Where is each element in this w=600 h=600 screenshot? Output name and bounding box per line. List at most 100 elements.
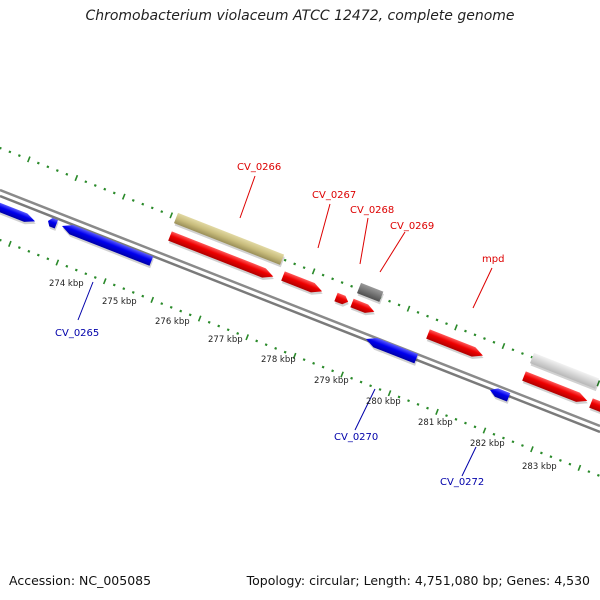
minor-tick [350,376,354,380]
gene-label-cv0265: CV_0265 [55,328,99,339]
cv0270-leader [354,388,376,431]
minor-tick [539,451,543,455]
minor-tick [596,473,600,477]
minor-tick [160,210,164,214]
minor-tick [112,283,116,287]
major-tick [577,464,582,471]
gene-right-1 [522,371,588,405]
minor-tick [321,273,325,277]
minor-tick [511,348,515,352]
minor-tick [388,299,391,303]
major-tick [454,324,458,331]
accession-text: Accession: NC_005085 [9,573,152,588]
minor-tick [65,264,69,268]
map-title: Chromobacterium violaceum ATCC 12472, co… [85,8,515,24]
minor-tick [112,191,116,195]
major-tick [311,268,316,275]
minor-tick [0,238,2,242]
major-tick [245,334,250,341]
major-tick [406,305,411,312]
cv0265-leader [77,281,94,321]
tick-label-277: 277 kbp [208,335,243,345]
minor-tick [321,365,325,369]
mpd-leader [472,267,493,309]
major-tick [169,212,174,219]
minor-tick [27,249,31,253]
minor-tick [435,318,439,322]
minor-tick [17,246,21,250]
minor-tick [93,184,97,187]
gene-label-cv0266: CV_0266 [237,162,281,173]
minor-tick [426,406,429,410]
minor-tick [312,361,316,365]
gene-label-cv0267: CV_0267 [312,190,356,201]
gene-cv0266-region [173,212,285,268]
gene-label-cv0270: CV_0270 [334,432,378,443]
tick-label-283: 283 kbp [522,462,557,472]
minor-tick [103,187,107,191]
minor-tick [55,169,59,172]
minor-tick [274,346,278,350]
gene-cv0270 [366,338,419,366]
minor-tick [568,462,572,466]
cv0267-leader [317,203,331,249]
major-tick [435,408,439,415]
minor-tick [217,324,221,328]
major-tick [55,259,60,266]
topology-text: Topology: circular; Length: 4,751,080 bp… [246,573,590,588]
minor-tick [46,257,50,261]
minor-tick [369,384,372,388]
gene-cv0267 [281,271,323,295]
gene-cv0266 [168,231,274,281]
minor-tick [36,253,40,257]
minor-tick [340,281,344,284]
gene-label-cv0269: CV_0269 [390,221,434,232]
minor-tick [331,277,335,281]
cv0268-leader [359,217,369,265]
tick-label-275: 275 kbp [102,297,137,307]
minor-tick [397,395,401,399]
minor-tick [483,337,486,340]
minor-tick [378,388,382,391]
upper-tick-ring [0,146,600,387]
minor-tick [350,284,354,288]
gene-cv0268 [334,292,349,307]
minor-tick [454,417,458,421]
minor-tick [188,313,192,317]
minor-tick [416,402,420,406]
minor-tick [492,432,496,436]
minor-tick [17,154,21,158]
minor-tick [511,440,515,444]
minor-tick [473,425,477,429]
gene-cv0269 [356,282,385,305]
minor-tick [141,202,145,206]
minor-tick [302,358,306,362]
tick-label-280: 280 kbp [366,397,401,407]
minor-tick [397,303,401,307]
tick-label-279: 279 kbp [314,376,349,386]
major-tick [482,427,487,434]
major-tick [74,174,79,182]
gene-right-2 [589,398,600,415]
gene-label-cv0268: CV_0268 [350,205,394,216]
minor-tick [445,322,448,326]
major-tick [387,390,392,397]
minor-tick [283,258,287,262]
gene-features [0,201,600,415]
gene-mpd [426,329,484,359]
lower-tick-ring [0,238,600,477]
minor-tick [122,287,126,291]
minor-tick [8,150,12,154]
minor-tick [36,161,40,165]
minor-tick [226,328,230,332]
minor-tick [331,369,335,373]
gene-cv0268b [350,298,375,316]
minor-tick [426,314,429,318]
gene-small-rev [48,217,59,231]
minor-tick [293,262,297,266]
minor-tick [255,339,259,343]
minor-tick [549,455,553,459]
minor-tick [84,180,88,184]
minor-tick [558,459,562,462]
minor-tick [302,266,306,270]
